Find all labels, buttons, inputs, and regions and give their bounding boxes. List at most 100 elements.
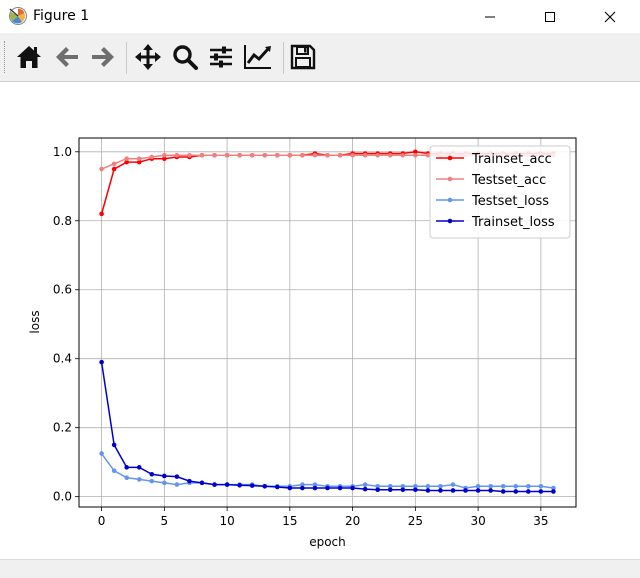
save-button[interactable] [288,42,318,72]
data-point-trainset-acc [99,211,104,217]
data-point-trainset-loss [488,488,493,493]
maximize-button[interactable] [527,0,573,33]
data-point-testset-acc [400,152,406,158]
data-point-testset-acc [375,152,381,158]
arrow-right-icon [92,47,114,67]
subplots-button[interactable] [206,42,236,72]
home-button[interactable] [14,42,44,72]
data-point-trainset-loss [538,489,544,494]
legend-marker [447,197,453,203]
data-point-trainset-loss [312,485,318,491]
x-tick-label: 10 [219,514,234,528]
close-icon [604,11,616,22]
x-tick-label: 20 [345,514,360,528]
data-point-trainset-loss [475,488,481,493]
status-bar [0,559,640,578]
data-point-testset-loss [362,482,368,487]
data-point-testset-loss [162,480,167,486]
data-point-testset-acc [287,152,293,158]
data-point-trainset-loss [413,487,418,493]
data-point-testset-acc [387,152,393,158]
data-point-testset-loss [111,468,117,474]
data-point-testset-loss [538,484,544,489]
data-point-testset-loss [513,484,519,489]
data-point-testset-loss [387,484,393,489]
legend-label: Trainset_loss [471,215,555,230]
close-button[interactable] [587,0,633,33]
data-point-trainset-loss [237,482,242,488]
legend-box [429,145,571,239]
data-point-trainset-acc [124,159,129,165]
data-point-trainset-loss [99,359,104,365]
toolbar-grip[interactable] [4,41,7,73]
data-point-testset-loss [551,485,556,491]
legend-label: Testset_acc [471,173,546,188]
data-point-trainset-acc [162,156,167,161]
y-tick-label: 0.4 [53,352,72,366]
zoom-button[interactable] [170,42,200,72]
data-point-trainset-loss [450,488,456,493]
data-point-testset-loss [149,478,155,484]
ticks: 0 5 10 15 20 25 30 35 0.0 0.2 0.4 0.6 0.8 1.0 [53,145,549,528]
data-point-trainset-loss [249,483,255,488]
sliders-icon [210,46,232,68]
data-point-trainset-loss [337,485,343,491]
data-point-trainset-loss [526,489,531,494]
data-point-trainset-loss [362,486,368,492]
data-point-testset-acc [350,152,355,158]
data-point-testset-acc [124,156,129,161]
x-axis-label: epoch [309,535,346,549]
data-point-trainset-loss [174,474,180,479]
pan-button[interactable] [133,42,163,72]
home-icon [17,46,41,68]
data-point-testset-loss [438,484,443,489]
data-point-testset-acc [413,152,418,158]
data-point-testset-loss [500,484,506,489]
data-point-testset-loss [124,475,129,480]
back-button[interactable] [52,42,82,72]
data-point-trainset-loss [387,487,393,493]
data-point-testset-loss [375,484,381,489]
x-tick-label: 0 [98,514,106,528]
data-point-testset-acc [187,152,192,158]
data-point-trainset-acc [413,149,418,155]
x-tick-label: 35 [533,514,548,528]
data-point-trainset-loss [111,442,117,448]
y-tick-label: 0.2 [53,421,72,435]
data-point-trainset-loss [187,478,192,484]
data-point-testset-acc [199,152,205,158]
data-point-trainset-loss [513,489,519,494]
data-point-trainset-loss [350,485,355,491]
data-point-testset-loss [475,484,481,489]
line-chart: 0 5 10 15 20 25 30 35 0.0 0.2 0.4 0.6 0.8 1.0 epoch l… [28,137,577,549]
data-point-testset-acc [249,152,255,158]
data-point-testset-loss [425,484,431,489]
data-point-testset-acc [325,152,330,158]
data-point-trainset-loss [136,465,142,470]
figure-canvas[interactable]: 0 5 10 15 20 25 30 35 0.0 0.2 0.4 0.6 0.8 1.0 epoch l… [0,82,640,559]
data-point-testset-acc [262,152,268,158]
forward-button[interactable] [88,42,118,72]
y-tick-label: 0.0 [53,490,72,504]
data-point-trainset-loss [274,484,280,490]
data-point-testset-acc [337,152,343,158]
minimize-button[interactable] [467,0,513,33]
data-point-trainset-loss [325,485,330,491]
edit-axis-button[interactable] [243,42,273,72]
data-point-testset-acc [274,152,280,158]
data-point-testset-loss [136,477,142,482]
data-point-trainset-loss [212,482,217,487]
data-point-testset-acc [237,152,242,158]
data-point-testset-acc [136,156,142,161]
data-point-testset-acc [224,152,230,158]
floppy-disk-icon [290,44,316,70]
data-point-testset-loss [526,484,531,489]
y-tick-label: 0.8 [53,214,72,228]
data-point-testset-acc [300,152,305,158]
data-point-testset-loss [400,484,406,489]
legend: Trainset_acc Testset_acc Testset_loss Train… [429,145,571,239]
window-title: Figure 1 [33,8,90,24]
data-point-trainset-loss [224,482,230,487]
data-point-trainset-loss [199,480,205,486]
data-point-testset-acc [362,152,368,158]
